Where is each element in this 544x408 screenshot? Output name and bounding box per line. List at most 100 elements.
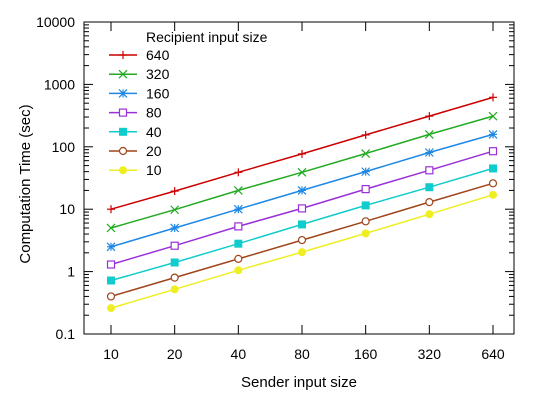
x-tick-label: 80	[294, 346, 310, 362]
x-tick-label: 10	[103, 346, 119, 362]
data-point	[233, 185, 243, 195]
data-point-shape	[234, 266, 243, 275]
data-point	[119, 127, 127, 136]
data-point-shape	[170, 285, 179, 294]
data-point	[234, 254, 243, 263]
data-point	[233, 204, 243, 214]
data-point	[424, 129, 434, 139]
series-80	[106, 147, 498, 269]
data-point-stroke	[361, 149, 371, 158]
data-point	[425, 197, 434, 207]
series-160	[106, 129, 498, 252]
data-point-stroke	[488, 129, 498, 139]
data-point	[361, 184, 370, 194]
data-point-stroke	[424, 129, 434, 139]
data-point	[425, 166, 434, 175]
y-tick-label: 10000	[36, 14, 75, 30]
data-point	[107, 304, 115, 313]
data-point	[170, 205, 180, 215]
data-point	[298, 149, 306, 158]
data-point	[234, 239, 243, 248]
data-point-stroke	[297, 167, 307, 177]
legend-item-80: 80	[109, 105, 162, 121]
legend-item-640: 640	[109, 47, 170, 63]
legend-label: 40	[146, 124, 162, 140]
y-tick-label: 1	[67, 264, 75, 280]
data-point-shape	[297, 204, 307, 213]
series-40	[107, 164, 497, 285]
data-point-shape	[170, 273, 179, 282]
data-point	[297, 185, 307, 195]
data-point	[489, 164, 497, 173]
data-point-stroke	[233, 185, 243, 195]
data-point	[106, 223, 116, 233]
data-point-shape	[298, 248, 306, 257]
series-320	[106, 111, 498, 233]
data-point-shape	[361, 184, 370, 194]
data-point	[361, 217, 370, 226]
data-point	[488, 111, 498, 121]
data-point	[361, 167, 371, 177]
data-point	[119, 166, 127, 175]
legend-item-40: 40	[109, 124, 162, 140]
data-point-shape	[489, 190, 497, 199]
data-point	[488, 147, 498, 156]
series-20	[106, 179, 498, 301]
legend-item-10: 10	[109, 162, 162, 178]
y-tick-label: 1000	[44, 76, 75, 92]
data-point	[488, 179, 498, 188]
data-point-shape	[361, 229, 370, 238]
data-point-shape	[107, 276, 115, 285]
data-point	[118, 88, 128, 98]
data-point	[170, 285, 179, 294]
data-point-shape	[425, 197, 434, 207]
legend-label: 320	[146, 66, 170, 82]
data-point	[107, 205, 115, 214]
data-point-stroke	[233, 204, 243, 214]
legend-item-320: 320	[109, 66, 170, 82]
data-point	[118, 69, 128, 79]
y-tick-label: 0.1	[56, 326, 76, 342]
data-point-shape	[488, 147, 498, 156]
legend-item-160: 160	[109, 85, 170, 101]
data-point-shape	[107, 304, 115, 313]
legend-item-20: 20	[109, 143, 162, 159]
data-point-shape	[425, 183, 434, 192]
data-point-stroke	[118, 69, 128, 79]
x-tick-label: 20	[167, 346, 183, 362]
data-point-stroke	[488, 111, 498, 121]
data-point-shape	[118, 146, 128, 156]
data-point	[170, 223, 180, 233]
data-point-shape	[425, 166, 434, 175]
data-point	[106, 260, 116, 269]
data-point	[106, 292, 116, 301]
data-point	[170, 187, 179, 196]
x-tick-label: 640	[481, 346, 505, 362]
legend-label: 10	[146, 162, 162, 178]
data-point-stroke	[297, 185, 307, 195]
data-point-stroke	[106, 223, 116, 233]
data-point	[170, 241, 179, 250]
series-lines	[106, 93, 498, 313]
data-point-shape	[170, 241, 179, 250]
data-point-shape	[489, 164, 497, 173]
data-point-stroke	[424, 148, 434, 157]
data-point-shape	[119, 127, 127, 136]
data-point	[361, 130, 370, 139]
data-point-shape	[170, 258, 179, 267]
data-point	[361, 149, 371, 158]
legend-label: 160	[146, 85, 170, 101]
data-point	[106, 242, 116, 252]
y-tick-label: 100	[52, 139, 76, 155]
data-point	[119, 51, 127, 59]
data-point	[361, 229, 370, 238]
data-point-shape	[106, 292, 116, 301]
legend: Recipient input size 640 320 160 80 40 20 10	[109, 29, 268, 178]
data-point-stroke	[106, 242, 116, 252]
data-point	[488, 129, 498, 139]
data-point	[234, 266, 243, 275]
data-point	[425, 112, 434, 121]
data-point	[118, 146, 128, 156]
data-point	[425, 210, 434, 219]
